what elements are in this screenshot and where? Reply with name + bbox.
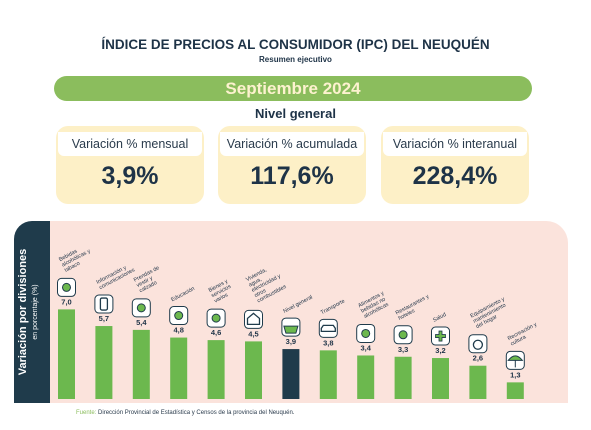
category-label: Restaurantes yhoteles — [395, 294, 434, 322]
card-yearly-value: 228,4% — [412, 162, 498, 190]
bar-value-label: 3,9 — [286, 337, 296, 346]
page-subtitle: Resumen ejecutivo — [259, 55, 332, 64]
bar-value-label: 4,8 — [173, 326, 183, 335]
car-icon — [318, 318, 338, 338]
bar-10 — [432, 358, 449, 399]
source-text: Dirección Provincial de Estadística y Ce… — [98, 410, 295, 416]
bar-value-label: 5,4 — [136, 318, 147, 327]
page-title: ÍNDICE DE PRECIOS AL CONSUMIDOR (IPC) DE… — [101, 37, 490, 52]
side-title: Variación por divisiones en porcentaje (… — [17, 249, 39, 376]
category-label: Nivel general — [283, 294, 314, 314]
category-label: Salud — [432, 312, 447, 324]
card-accumulated-value: 117,6% — [250, 162, 334, 190]
bags-icon — [393, 325, 413, 345]
side-title-main: Variación por divisiones — [17, 249, 29, 376]
food-icon — [356, 323, 376, 343]
health-cross-icon — [431, 326, 450, 346]
card-monthly: Variación % mensual 3,9% — [56, 126, 204, 204]
bar-value-label: 3,2 — [435, 346, 445, 355]
bar-12 — [506, 382, 524, 399]
source-label: Fuente: — [76, 410, 97, 416]
house-icon — [244, 309, 263, 329]
bar-8 — [357, 355, 375, 399]
bar-value-label: 3,3 — [398, 345, 408, 354]
category-label: Prendas devestir ycalzado — [133, 265, 166, 294]
card-accumulated-label: Variación % acumulada — [220, 132, 364, 156]
bar-value-label: 4,5 — [248, 329, 258, 338]
category-label: Transporte — [320, 298, 346, 316]
bar-value-label: 7,0 — [61, 297, 71, 306]
bar-5 — [245, 341, 262, 399]
section-title: Nivel general — [255, 106, 336, 121]
card-monthly-label: Variación % mensual — [58, 132, 202, 156]
category-label: Educación — [170, 286, 195, 303]
bar-value-label: 5,7 — [99, 314, 109, 323]
category-label: Bienes yserviciosvarios — [208, 278, 236, 304]
category-label: Información ycomunicaciones — [96, 262, 137, 291]
bar-value-label: 1,3 — [510, 370, 520, 379]
source-note: Fuente: Dirección Provincial de Estadíst… — [76, 410, 294, 416]
card-yearly: Variación % interanual 228,4% — [381, 126, 529, 204]
bar-4 — [207, 340, 225, 399]
bar-0 — [58, 309, 75, 399]
bottle-glass-icon — [57, 277, 76, 297]
category-label: Recreación ycultura — [507, 322, 541, 348]
bar-value-label: 4,6 — [211, 328, 221, 337]
category-label: Bebidasalcohólicas ytabaco — [58, 243, 94, 274]
bar-11 — [469, 365, 487, 399]
period-banner: Septiembre 2024 — [54, 76, 532, 101]
basket-icon — [281, 317, 301, 337]
washer-icon — [468, 334, 488, 354]
bar-2 — [132, 329, 150, 399]
bar-7 — [319, 350, 337, 399]
category-label: Equipamiento ymantenimientodel hogar — [470, 296, 512, 330]
bar-value-label: 2,6 — [473, 354, 483, 363]
book-icon — [169, 306, 189, 326]
bar-6 — [282, 349, 300, 399]
card-yearly-label: Variación % interanual — [383, 132, 527, 156]
category-label: Alimentos ybebidas noalcohólicas — [357, 290, 391, 319]
bar-3 — [170, 337, 188, 399]
bar-value-label: 3,4 — [360, 343, 371, 352]
card-monthly-value: 3,9% — [101, 162, 159, 190]
bars-group: 7,0 Bebidasalcohólicas ytabaco 5,7 Informac… — [57, 243, 541, 399]
bar-9 — [394, 356, 412, 399]
shirt-shoe-icon — [131, 298, 151, 318]
bar-value-label: 3,8 — [323, 338, 333, 347]
beach-umbrella-icon — [505, 350, 525, 370]
chart-side-strip — [14, 221, 50, 403]
bar-1 — [95, 326, 113, 399]
phone-icon — [94, 294, 114, 314]
card-accumulated: Variación % acumulada 117,6% — [218, 126, 366, 204]
side-title-sub: en porcentaje (%) — [32, 284, 39, 339]
category-label: Vivienda,agua,electricidad yotroscombust… — [245, 263, 288, 305]
tools-icon — [206, 308, 226, 328]
